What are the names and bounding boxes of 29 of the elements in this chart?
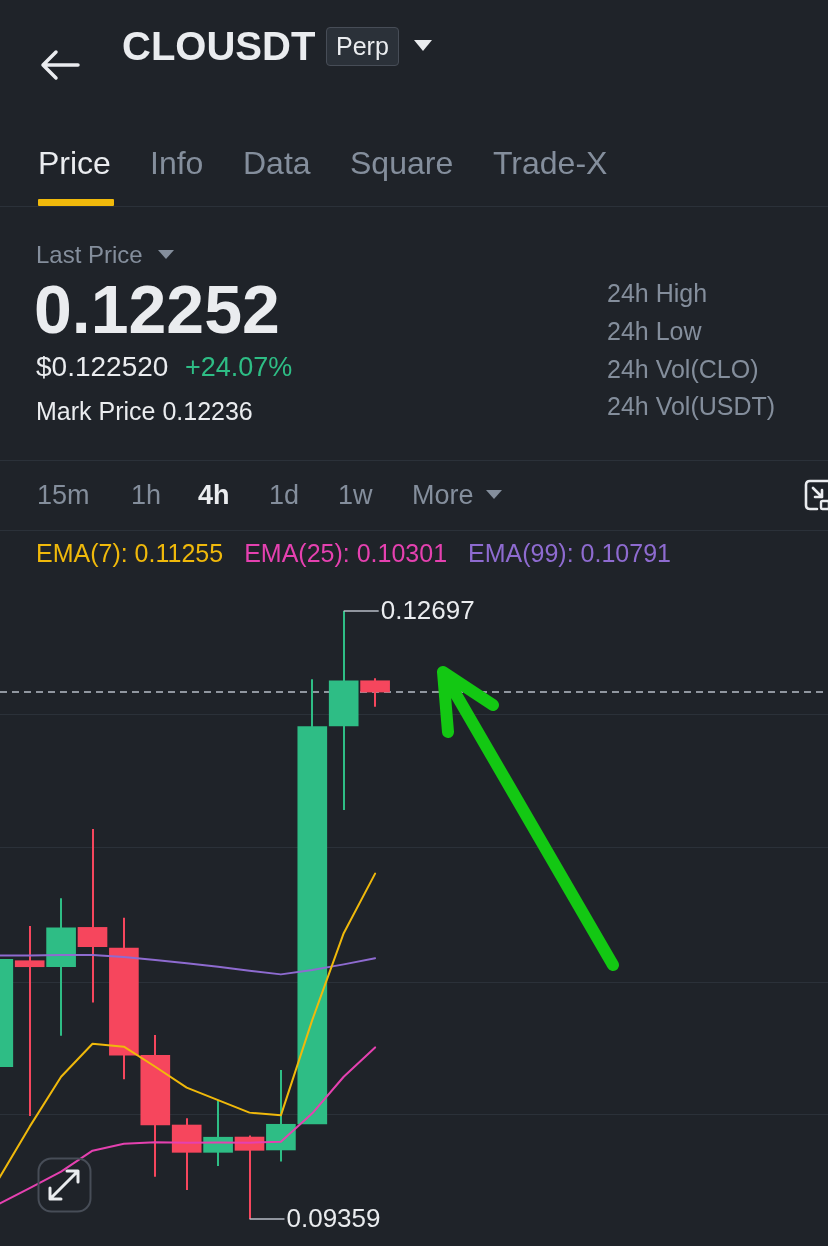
chart-title: CLOUSDT [122, 23, 316, 70]
text: 1d [269, 478, 300, 512]
text: $0.122520 [36, 350, 169, 384]
annotation: 0.09359 [286, 1203, 381, 1234]
text: Last Price [36, 240, 143, 270]
candlestick [14, 924, 45, 1118]
text: More [412, 478, 474, 512]
text: +24.07% [185, 350, 293, 384]
text: 0.12252 [34, 270, 280, 350]
text: EMA(25): 0.10301 [244, 538, 448, 568]
text: 24h High [607, 278, 708, 308]
text: 1w [338, 478, 373, 512]
text: Data [243, 143, 311, 183]
text: Price [38, 143, 111, 183]
candlestick [77, 828, 108, 1004]
text: EMA(99): 0.10791 [468, 538, 671, 568]
text: 24h Low [607, 316, 702, 346]
text: 15m [37, 478, 90, 512]
text: EMA(7): 0.11255 [36, 538, 224, 568]
text: Perp [326, 27, 399, 66]
text: 4h [198, 478, 230, 512]
text: Square [350, 143, 454, 183]
text: Mark Price 0.12236 [36, 396, 253, 426]
text: 24h Vol(USDT) [607, 391, 776, 421]
text: Info [150, 143, 204, 183]
text: Trade-X [493, 143, 608, 183]
text: 24h Vol(CLO) [607, 354, 759, 384]
text: 1h [131, 478, 162, 512]
annotation: 0.12697 [380, 595, 475, 626]
